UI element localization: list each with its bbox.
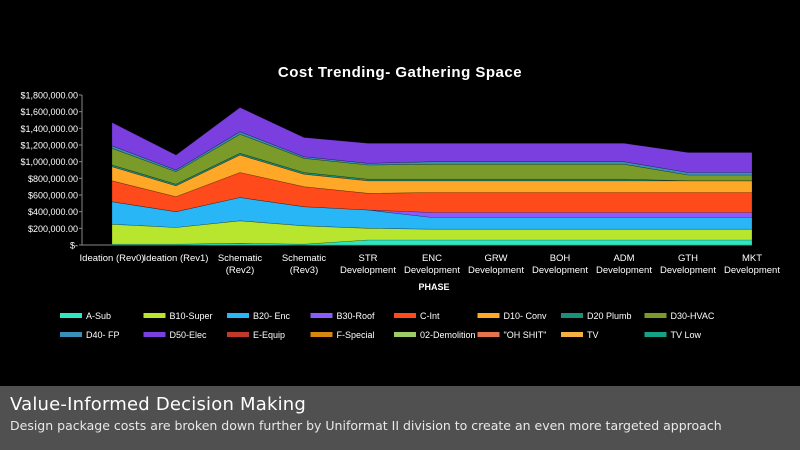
x-tick-label-line: Development (340, 265, 396, 276)
x-tick-label-line: ADM (613, 253, 634, 264)
x-tick-label-line: (Rev2) (226, 265, 255, 276)
x-tick-label-line: STR (359, 253, 378, 264)
y-tick-label: $600,000.00 (28, 191, 78, 201)
legend-swatch (227, 313, 249, 318)
x-tick-label-line: GTH (678, 253, 698, 264)
y-tick-label: $1,000,000.00 (20, 157, 78, 167)
x-tick-label-line: Development (724, 265, 780, 276)
x-tick-label: Ideation (Rev0) (80, 253, 145, 264)
legend-swatch (394, 332, 416, 337)
x-tick-label-line: Schematic (218, 253, 263, 264)
legend-item-d20-plumb: D20 Plumb (561, 311, 632, 321)
legend-item-d40-fp: D40- FP (60, 330, 120, 340)
legend-swatch (394, 313, 416, 318)
x-tick-label-line: Development (468, 265, 524, 276)
x-tick-label: GRW Development (468, 253, 524, 276)
legend-item-oh-shit: "OH SHIT" (477, 330, 547, 340)
legend-item-f-special: F-Special (310, 330, 375, 340)
legend-label: B30-Roof (337, 311, 376, 321)
chart-title: Cost Trending- Gathering Space (278, 64, 522, 81)
legend-swatch (60, 332, 82, 337)
legend-swatch (310, 313, 333, 318)
legend-swatch (644, 332, 667, 337)
y-tick-label: $- (70, 241, 78, 251)
x-tick-label-line: Ideation (Rev1) (144, 253, 209, 264)
x-tick-label: Ideation (Rev1) (144, 253, 209, 264)
x-tick-label-line: Development (596, 265, 652, 276)
y-tick-label: $400,000.00 (28, 207, 78, 217)
legend-swatch (644, 313, 667, 318)
area-d10-conv (111, 154, 753, 198)
legend-item-b10-super: B10-Super (143, 311, 213, 321)
x-tick-label-line: GRW (484, 253, 507, 264)
x-tick-label-line: MKT (742, 253, 762, 264)
x-tick-label-line: BOH (550, 253, 571, 264)
x-tick-label: MKT Development (724, 253, 780, 276)
caption-title: Value-Informed Decision Making (10, 394, 307, 415)
legend-label: TV (587, 330, 599, 340)
legend-item-b20-enc: B20- Enc (227, 311, 291, 321)
legend-item-a-sub: A-Sub (60, 311, 111, 321)
y-tick-label: $200,000.00 (28, 224, 78, 234)
y-tick-label: $1,600,000.00 (20, 107, 78, 117)
x-tick-label-line: (Rev3) (290, 265, 319, 276)
legend-label: F-Special (337, 330, 375, 340)
legend-item-d30-hvac: D30-HVAC (644, 311, 715, 321)
x-tick-label: Schematic (Rev2) (218, 253, 263, 276)
legend-label: D20 Plumb (587, 311, 632, 321)
x-tick-label-line: ENC (422, 253, 442, 264)
x-tick-label-line: Development (532, 265, 588, 276)
x-tick-label-line: Ideation (Rev0) (80, 253, 145, 264)
legend-item-d50-elec: D50-Elec (143, 330, 208, 340)
legend-label: C-Int (420, 311, 440, 321)
legend-item-02-demolition: 02-Demolition (394, 330, 476, 340)
legend-label: "OH SHIT" (504, 330, 547, 340)
legend-swatch (477, 313, 500, 318)
legend-swatch (143, 332, 166, 337)
legend-item-d10-conv: D10- Conv (477, 311, 548, 321)
legend-item-tv: TV (561, 330, 599, 340)
legend-swatch (561, 313, 583, 318)
legend-swatch (227, 332, 249, 337)
legend-item-e-equip: E-Equip (227, 330, 285, 340)
cost-trending-chart: Cost Trending- Gathering Space $- $200,000… (20, 64, 780, 340)
legend-label: D50-Elec (170, 330, 208, 340)
y-tick-label: $800,000.00 (28, 174, 78, 184)
legend-item-c-int: C-Int (394, 311, 440, 321)
x-tick-label: BOH Development (532, 253, 588, 276)
x-tick-label: STR Development (340, 253, 396, 276)
y-tick-label: $1,400,000.00 (20, 124, 78, 134)
legend-swatch (477, 332, 500, 337)
legend-label: D30-HVAC (671, 311, 715, 321)
caption-bar: Value-Informed Decision Making Design pa… (0, 386, 800, 450)
x-tick-label: ADM Development (596, 253, 652, 276)
legend-label: D10- Conv (504, 311, 548, 321)
legend-swatch (310, 332, 333, 337)
legend-label: E-Equip (253, 330, 285, 340)
x-tick-label-line: Development (660, 265, 716, 276)
legend-label: B10-Super (170, 311, 213, 321)
x-tick-label: ENC Development (404, 253, 460, 276)
y-tick-label: $1,800,000.00 (20, 91, 78, 101)
legend-label: A-Sub (86, 311, 111, 321)
legend-item-tv-low: TV Low (644, 330, 702, 340)
area-d50-elec (111, 107, 753, 173)
legend-item-b30-roof: B30-Roof (310, 311, 376, 321)
y-tick-label: $1,200,000.00 (20, 141, 78, 151)
caption-subtitle: Design package costs are broken down fur… (10, 418, 722, 433)
x-tick-label: GTH Development (660, 253, 716, 276)
legend-label: D40- FP (86, 330, 120, 340)
legend-label: TV Low (671, 330, 702, 340)
legend-label: B20- Enc (253, 311, 291, 321)
legend-swatch (143, 313, 166, 318)
chart-area: Cost Trending- Gathering Space $- $200,000… (20, 64, 780, 340)
x-tick-label-line: Schematic (282, 253, 327, 264)
legend-label: 02-Demolition (420, 330, 476, 340)
x-tick-label: Schematic (Rev3) (282, 253, 327, 276)
area-d40-fp (111, 131, 753, 176)
legend-swatch (561, 332, 583, 337)
x-axis-title: PHASE (418, 282, 449, 292)
legend-swatch (60, 313, 82, 318)
x-tick-label-line: Development (404, 265, 460, 276)
